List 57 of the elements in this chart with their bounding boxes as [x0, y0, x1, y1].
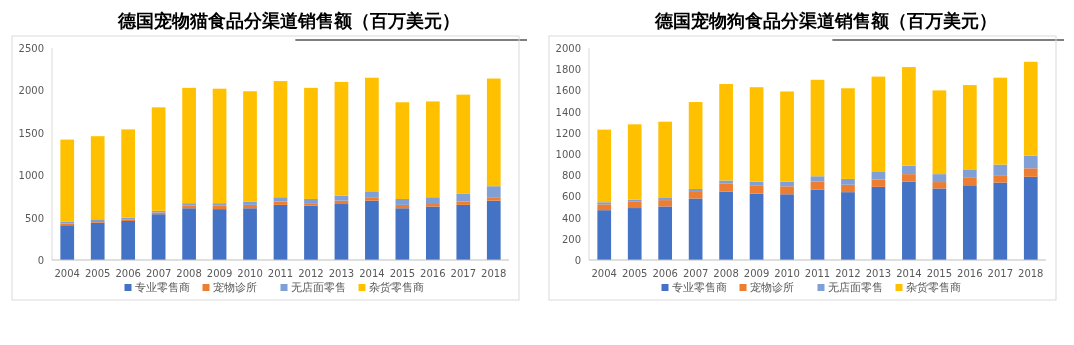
x-tick-label: 2017: [450, 268, 477, 279]
y-tick-label: 2000: [18, 85, 44, 97]
x-tick-label: 2014: [359, 268, 385, 279]
x-tick-label: 2013: [328, 268, 355, 279]
x-tick-label: 2012: [298, 268, 324, 279]
x-tick-label: 2007: [682, 268, 709, 279]
y-tick-label: 1400: [555, 106, 581, 118]
legend-label: 专业零售商: [134, 281, 190, 294]
y-tick-label: 1500: [18, 127, 44, 139]
x-tick-label: 2005: [84, 268, 111, 279]
x-tick-label: 2015: [926, 268, 953, 279]
x-tick-label: 2016: [957, 268, 983, 279]
y-tick-label: 2500: [18, 43, 44, 54]
x-tick-label: 2009: [206, 268, 233, 279]
x-tick-label: 2006: [115, 268, 141, 279]
legend-label: 专业零售商: [671, 281, 727, 294]
x-tick-label: 2012: [835, 268, 861, 279]
y-tick-label: 2000: [555, 43, 581, 54]
chart-title: 德国宠物猫食品分渠道销售额（百万美元）: [116, 10, 460, 31]
y-tick-label: 1000: [555, 149, 581, 160]
x-tick-label: 2005: [621, 268, 648, 279]
x-tick-label: 2004: [54, 268, 80, 279]
x-tick-label: 2007: [145, 268, 172, 279]
legend-label: 杂货零售商: [368, 281, 424, 294]
y-tick-label: 1600: [555, 85, 581, 97]
legend-label: 宠物诊所: [749, 281, 794, 294]
legend-label: 无店面零售: [290, 281, 346, 294]
legend-label: 无店面零售: [827, 281, 883, 294]
x-tick-label: 2011: [267, 268, 294, 279]
x-tick-label: 2017: [987, 268, 1014, 279]
x-tick-label: 2014: [896, 268, 922, 279]
x-tick-label: 2010: [237, 268, 263, 279]
x-tick-label: 2009: [743, 268, 770, 279]
x-tick-label: 2006: [652, 268, 678, 279]
y-tick-label: 0: [574, 255, 581, 266]
y-tick-label: 600: [561, 191, 581, 203]
y-tick-label: 1200: [555, 127, 581, 139]
y-tick-label: 500: [24, 212, 44, 224]
y-tick-label: 200: [561, 233, 581, 245]
y-tick-label: 1000: [18, 170, 44, 182]
x-tick-label: 2015: [389, 268, 416, 279]
x-tick-label: 2018: [481, 268, 507, 279]
y-tick-label: 0: [37, 255, 44, 266]
chart-title: 德国宠物狗食品分渠道销售额（百万美元）: [653, 10, 997, 31]
x-tick-label: 2011: [804, 268, 831, 279]
y-tick-label: 800: [561, 170, 581, 182]
x-tick-label: 2013: [865, 268, 892, 279]
legend-label: 宠物诊所: [212, 281, 257, 294]
x-tick-label: 2018: [1018, 268, 1044, 279]
y-tick-label: 1800: [555, 64, 581, 76]
legend-label: 杂货零售商: [905, 281, 961, 294]
x-tick-label: 2010: [774, 268, 800, 279]
x-tick-label: 2008: [176, 268, 202, 279]
x-tick-label: 2016: [420, 268, 446, 279]
y-tick-label: 400: [561, 212, 581, 224]
x-tick-label: 2004: [591, 268, 617, 279]
x-tick-label: 2008: [713, 268, 739, 279]
